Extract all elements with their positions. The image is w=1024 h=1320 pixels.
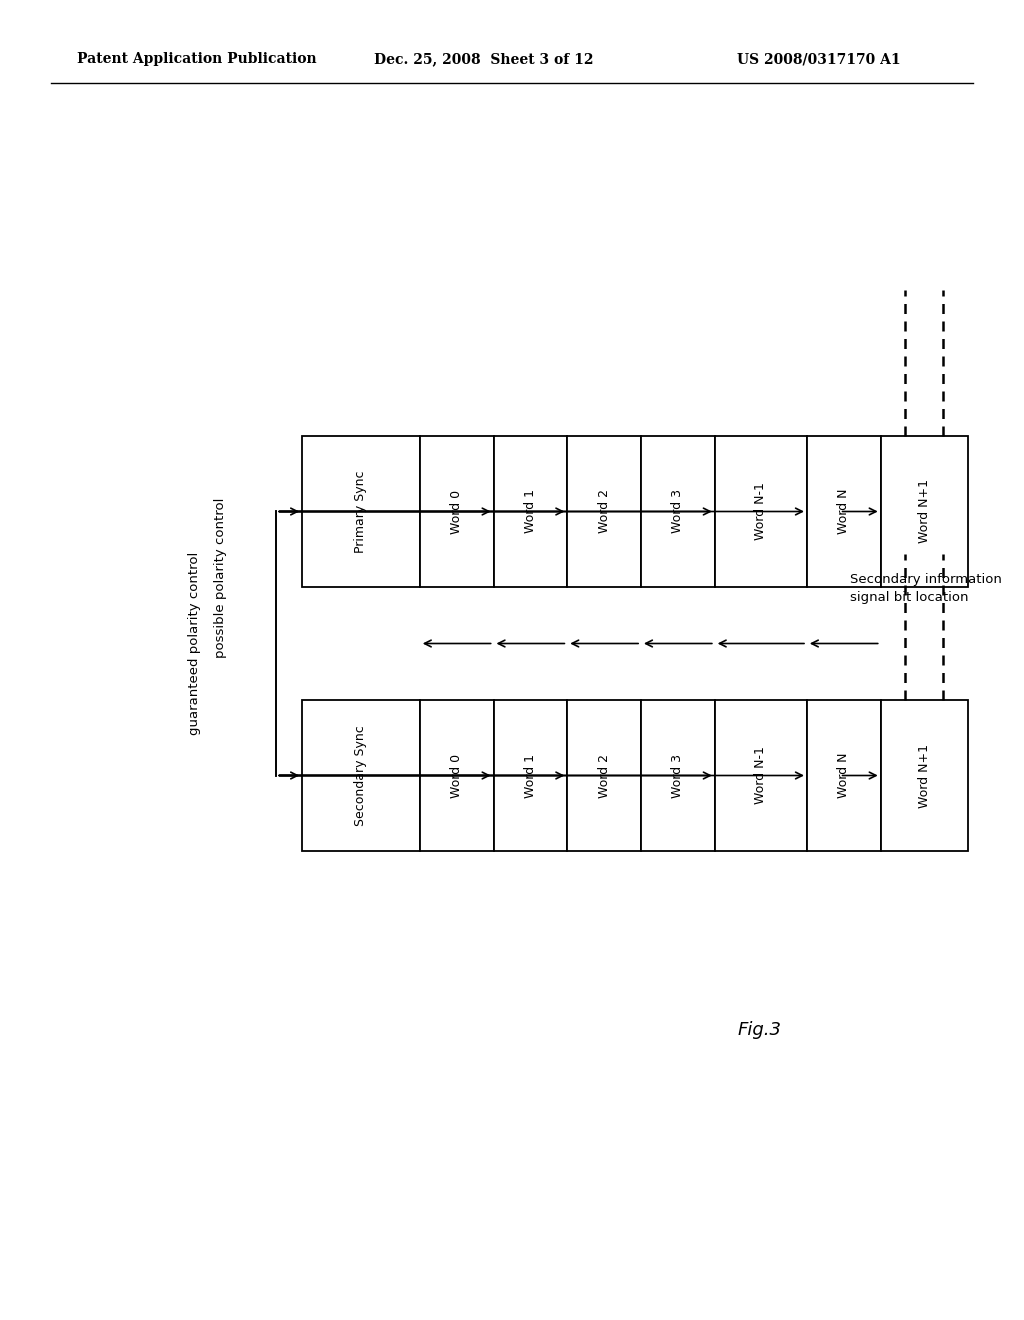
Text: Word 3: Word 3 (672, 754, 684, 797)
Bar (420, 700, 494, 851)
Text: Word N+1: Word N+1 (918, 743, 931, 808)
Bar (807, 436, 881, 587)
Text: Secondary information
signal bit location: Secondary information signal bit locatio… (850, 573, 1001, 603)
Bar (641, 700, 715, 851)
Bar (641, 436, 715, 587)
Bar (567, 700, 641, 851)
Text: Word N: Word N (838, 488, 850, 535)
Text: Primary Sync: Primary Sync (354, 470, 368, 553)
Text: Word N: Word N (838, 752, 850, 799)
Text: Dec. 25, 2008  Sheet 3 of 12: Dec. 25, 2008 Sheet 3 of 12 (374, 53, 593, 66)
Text: Word N-1: Word N-1 (755, 747, 767, 804)
Text: possible polarity control: possible polarity control (214, 498, 226, 657)
Text: Secondary Sync: Secondary Sync (354, 725, 368, 826)
Text: Word 3: Word 3 (672, 490, 684, 533)
Text: US 2008/0317170 A1: US 2008/0317170 A1 (737, 53, 901, 66)
Bar (302, 436, 420, 587)
Text: Word 0: Word 0 (451, 490, 463, 533)
Text: Word 1: Word 1 (524, 754, 537, 797)
Text: Word 2: Word 2 (598, 490, 610, 533)
Bar (715, 436, 807, 587)
Bar (881, 700, 968, 851)
Bar (494, 436, 567, 587)
Text: Word 1: Word 1 (524, 490, 537, 533)
Text: Patent Application Publication: Patent Application Publication (77, 53, 316, 66)
Text: Word 2: Word 2 (598, 754, 610, 797)
Bar (494, 700, 567, 851)
Text: Word N-1: Word N-1 (755, 483, 767, 540)
Text: Word 0: Word 0 (451, 754, 463, 797)
Text: guaranteed polarity control: guaranteed polarity control (188, 552, 201, 735)
Bar (807, 700, 881, 851)
Text: Fig.3: Fig.3 (737, 1020, 781, 1039)
Bar (715, 700, 807, 851)
Bar (881, 436, 968, 587)
Bar (302, 700, 420, 851)
Bar (420, 436, 494, 587)
Bar (567, 436, 641, 587)
Text: Word N+1: Word N+1 (918, 479, 931, 544)
